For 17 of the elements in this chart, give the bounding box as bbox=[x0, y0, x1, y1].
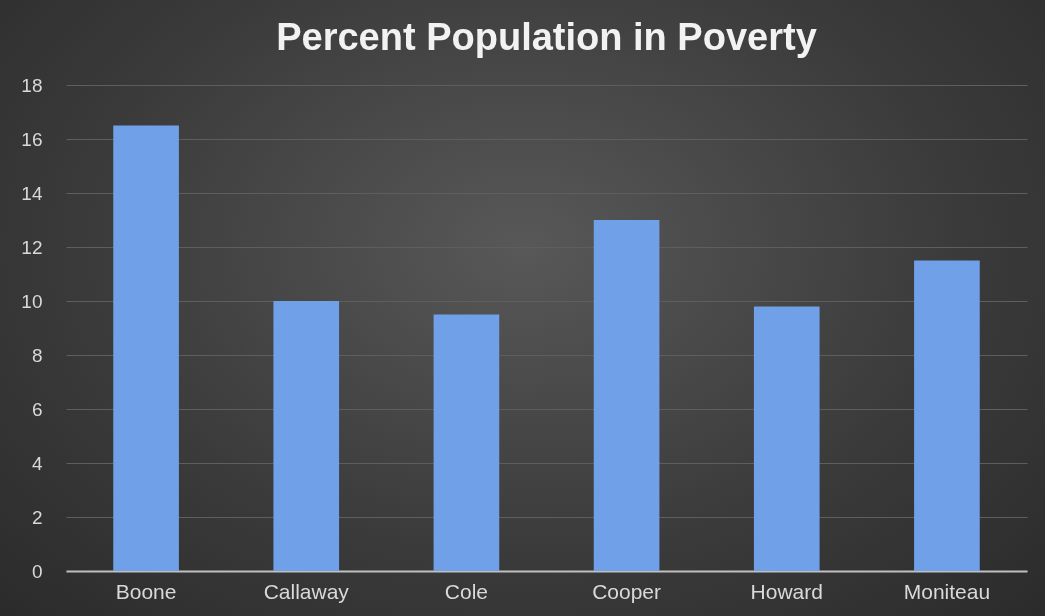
y-tick-label: 8 bbox=[31, 344, 43, 366]
y-tick-label: 14 bbox=[21, 182, 43, 204]
y-tick-label: 16 bbox=[21, 128, 43, 150]
x-tick-label: Callaway bbox=[263, 579, 350, 603]
x-tick-label: Cole bbox=[444, 579, 489, 603]
x-tick-label: Boone bbox=[115, 579, 177, 603]
x-tick-label: Moniteau bbox=[903, 579, 991, 603]
y-tick-label: 10 bbox=[21, 290, 43, 312]
y-tick-label: 6 bbox=[31, 398, 43, 420]
y-tick-label: 0 bbox=[31, 560, 43, 582]
x-tick-label: Howard bbox=[750, 579, 823, 603]
y-tick-label: 2 bbox=[31, 506, 43, 528]
chart-title: Percent Population in Poverty bbox=[276, 16, 817, 58]
y-tick-label: 4 bbox=[31, 452, 43, 474]
x-tick-label: Cooper bbox=[592, 579, 662, 603]
y-tick-label: 12 bbox=[21, 236, 43, 258]
y-tick-label: 18 bbox=[21, 74, 43, 96]
